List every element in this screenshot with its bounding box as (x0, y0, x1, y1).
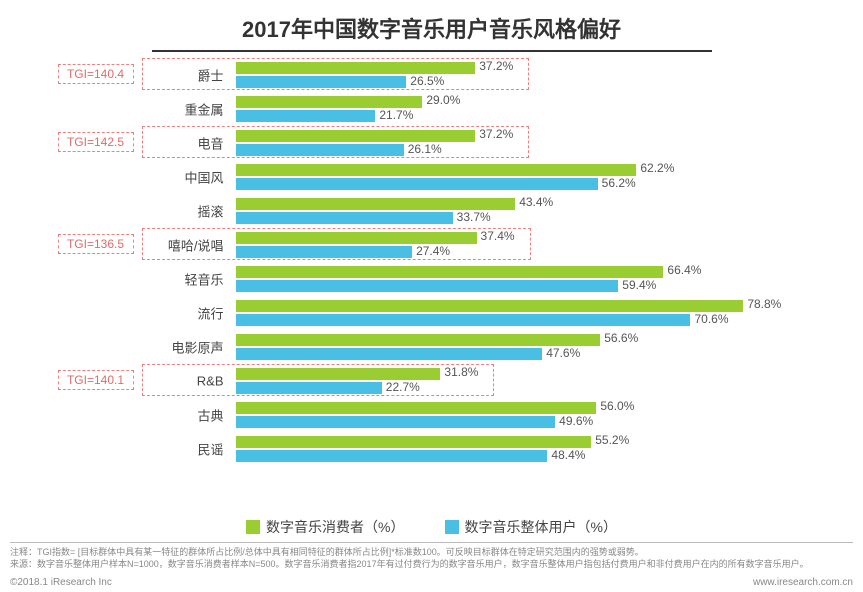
bar-consumer (236, 266, 664, 278)
chart-row: 中国风 62.2% 56.2% (22, 160, 842, 194)
bar-group: 78.8% 70.6% (236, 296, 816, 330)
tgi-label: TGI=136.5 (58, 234, 134, 254)
bar-overall (236, 110, 376, 122)
category-label: 中国风 (22, 168, 230, 187)
bar-overall (236, 212, 453, 224)
chart-row: 民谣 55.2% 48.4% (22, 432, 842, 466)
bar-overall (236, 382, 382, 394)
value-label-overall: 56.2% (602, 176, 636, 190)
tgi-label: TGI=142.5 (58, 132, 134, 152)
chart-row: 流行 78.8% 70.6% (22, 296, 842, 330)
value-label-consumer: 66.4% (667, 263, 701, 277)
value-label-overall: 48.4% (551, 448, 585, 462)
legend-item: 数字音乐整体用户（%） (445, 517, 617, 537)
tgi-label: TGI=140.1 (58, 370, 134, 390)
chart-title: 2017年中国数字音乐用户音乐风格偏好 (0, 0, 863, 50)
bar-group: 55.2% 48.4% (236, 432, 816, 466)
chart-row: 爵士37.2%26.5% (22, 58, 842, 92)
footnote-2: 来源：数字音乐整体用户样本N=1000，数字音乐消费者样本N=500。数字音乐消… (10, 558, 853, 570)
value-label-consumer: 56.0% (600, 399, 634, 413)
value-label-consumer: 55.2% (595, 433, 629, 447)
chart-row: 轻音乐 66.4% 59.4% (22, 262, 842, 296)
category-label: 摇滚 (22, 202, 230, 221)
value-label-overall: 26.5% (410, 74, 444, 88)
bar-overall (236, 416, 556, 428)
bar-group: 56.6% 47.6% (236, 330, 816, 364)
legend-label: 数字音乐整体用户（%） (465, 519, 617, 535)
value-label-overall: 26.1% (408, 142, 442, 156)
value-label-consumer: 37.2% (479, 59, 513, 73)
bar-overall (236, 280, 619, 292)
value-label-consumer: 43.4% (519, 195, 553, 209)
tgi-label: TGI=140.4 (58, 64, 134, 84)
title-underline (152, 50, 712, 52)
bar-group: 37.4% 27.4% (236, 228, 816, 262)
chart-row: 电音37.2%26.1% (22, 126, 842, 160)
bar-group: 31.8% 22.7% (236, 364, 816, 398)
legend-item: 数字音乐消费者（%） (246, 517, 404, 537)
category-label: 流行 (22, 304, 230, 323)
bar-group: 37.2% 26.5% (236, 58, 816, 92)
bar-overall (236, 314, 691, 326)
bar-consumer (236, 402, 597, 414)
bar-consumer (236, 436, 592, 448)
value-label-overall: 47.6% (546, 346, 580, 360)
value-label-overall: 70.6% (694, 312, 728, 326)
footnote-1: 注释：TGI指数= [目标群体中具有某一特征的群体所占比例/总体中具有相同特征的… (10, 546, 853, 558)
bar-consumer (236, 368, 441, 380)
value-label-overall: 33.7% (457, 210, 491, 224)
bar-overall (236, 246, 413, 258)
category-label: 古典 (22, 406, 230, 425)
bar-group: 56.0% 49.6% (236, 398, 816, 432)
value-label-overall: 22.7% (386, 380, 420, 394)
chart-row: 电影原声 56.6% 47.6% (22, 330, 842, 364)
bar-consumer (236, 130, 476, 142)
value-label-consumer: 31.8% (444, 365, 478, 379)
bar-consumer (236, 232, 477, 244)
legend-swatch (246, 520, 260, 534)
chart-row: R&B31.8%22.7% (22, 364, 842, 398)
category-label: 重金属 (22, 100, 230, 119)
legend-label: 数字音乐消费者（%） (266, 519, 404, 535)
value-label-consumer: 56.6% (604, 331, 638, 345)
bar-consumer (236, 164, 637, 176)
bar-group: 43.4% 33.7% (236, 194, 816, 228)
category-label: 轻音乐 (22, 270, 230, 289)
value-label-consumer: 37.2% (479, 127, 513, 141)
value-label-consumer: 78.8% (747, 297, 781, 311)
value-label-overall: 27.4% (416, 244, 450, 258)
value-label-overall: 59.4% (622, 278, 656, 292)
value-label-consumer: 37.4% (481, 229, 515, 243)
chart-row: 嘻哈/说唱37.4%27.4% (22, 228, 842, 262)
bar-consumer (236, 96, 423, 108)
legend: 数字音乐消费者（%） 数字音乐整体用户（%） (0, 517, 863, 537)
chart-row: 重金属 29.0% 21.7% (22, 92, 842, 126)
category-label: 民谣 (22, 440, 230, 459)
bar-group: 66.4% 59.4% (236, 262, 816, 296)
bar-overall (236, 348, 543, 360)
bar-group: 29.0% 21.7% (236, 92, 816, 126)
value-label-overall: 21.7% (379, 108, 413, 122)
bar-overall (236, 178, 598, 190)
chart-row: 摇滚 43.4% 33.7% (22, 194, 842, 228)
bar-overall (236, 76, 407, 88)
bar-overall (236, 450, 548, 462)
category-label: 电影原声 (22, 338, 230, 357)
bar-consumer (236, 62, 476, 74)
bar-consumer (236, 300, 744, 312)
bar-consumer (236, 198, 516, 210)
value-label-consumer: 29.0% (426, 93, 460, 107)
legend-swatch (445, 520, 459, 534)
bar-consumer (236, 334, 601, 346)
value-label-overall: 49.6% (559, 414, 593, 428)
chart-row: 古典 56.0% 49.6% (22, 398, 842, 432)
bar-overall (236, 144, 404, 156)
bar-group: 62.2% 56.2% (236, 160, 816, 194)
copyright: ©2018.1 iResearch Inc (10, 577, 112, 588)
footnotes: 注释：TGI指数= [目标群体中具有某一特征的群体所占比例/总体中具有相同特征的… (10, 542, 853, 570)
bar-group: 37.2% 26.1% (236, 126, 816, 160)
value-label-consumer: 62.2% (640, 161, 674, 175)
source-url: www.iresearch.com.cn (753, 577, 853, 588)
chart-area: 爵士37.2%26.5%TGI=140.4重金属29.0%21.7%电音37.2… (22, 58, 842, 498)
